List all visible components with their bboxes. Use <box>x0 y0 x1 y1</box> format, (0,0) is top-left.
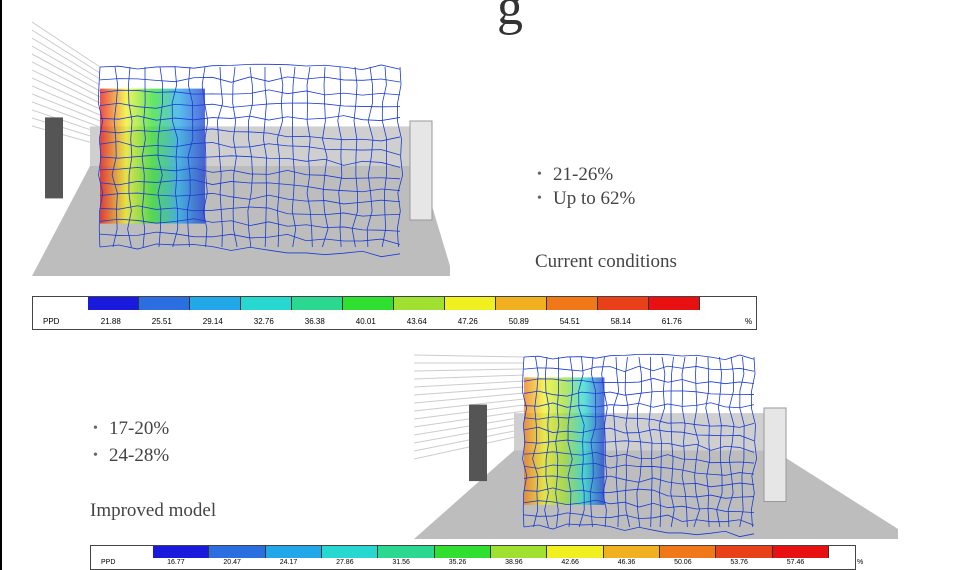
legend-swatch <box>445 297 496 310</box>
legend-value: 43.64 <box>407 317 427 326</box>
legend-unit: % <box>857 559 863 566</box>
legend-swatch <box>266 546 322 558</box>
legend-swatch <box>598 297 649 310</box>
improved-simulation-image <box>414 345 898 539</box>
bullet: 24-28% <box>109 445 169 467</box>
legend-swatch <box>378 546 434 558</box>
legend-swatch <box>716 546 772 558</box>
legend-value: 20.47 <box>223 559 241 566</box>
legend-value: 27.86 <box>336 559 354 566</box>
legend-value: 29.14 <box>203 317 223 326</box>
color-legend: PPD 16.77 20.47 24.17 27.86 31.56 35.26 38.96 42… <box>90 545 856 570</box>
legend-value: 16.77 <box>167 559 185 566</box>
legend-swatch <box>496 297 547 310</box>
legend-value: 42.66 <box>561 559 579 566</box>
legend-unit: % <box>745 317 752 326</box>
legend-value: 54.51 <box>560 317 580 326</box>
legend-value: 50.89 <box>509 317 529 326</box>
legend-swatch <box>649 297 700 310</box>
current-simulation-image <box>32 12 450 276</box>
legend-value: 46.36 <box>618 559 636 566</box>
legend-swatch <box>394 297 445 310</box>
title: g <box>497 0 523 37</box>
legend-swatch <box>139 297 190 310</box>
legend-value: 38.96 <box>505 559 523 566</box>
legend-swatch <box>343 297 394 310</box>
legend-label: PPD <box>101 559 115 566</box>
legend-value: 24.17 <box>280 559 298 566</box>
legend-swatch <box>660 546 716 558</box>
legend-swatch <box>547 546 603 558</box>
legend-value: 25.51 <box>152 317 172 326</box>
legend-value: 32.76 <box>254 317 274 326</box>
legend-swatch <box>547 297 598 310</box>
caption: Improved model <box>90 500 216 522</box>
legend-swatch <box>292 297 343 310</box>
legend-value: 40.01 <box>356 317 376 326</box>
legend-swatch <box>435 546 491 558</box>
legend-value: 57.46 <box>787 559 805 566</box>
legend-value: 35.26 <box>449 559 467 566</box>
legend-swatch <box>190 297 241 310</box>
legend-value: 47.26 <box>458 317 478 326</box>
bullet: 17-20% <box>109 418 169 440</box>
legend-value: 58.14 <box>611 317 631 326</box>
legend-swatch <box>209 546 265 558</box>
perspective-line <box>32 102 100 127</box>
bullet: 21-26% <box>553 164 613 186</box>
perspective-line <box>414 381 524 387</box>
legend-swatch <box>88 297 139 310</box>
column <box>410 121 432 220</box>
legend-value: 36.38 <box>305 317 325 326</box>
legend-swatch <box>241 297 292 310</box>
perspective-line <box>414 355 524 357</box>
legend-swatch <box>604 546 660 558</box>
perspective-line <box>414 387 524 395</box>
window <box>45 117 63 198</box>
legend-value: 31.56 <box>392 559 410 566</box>
column <box>764 408 786 502</box>
legend-value: 50.06 <box>674 559 692 566</box>
perspective-line <box>414 369 524 371</box>
slide: g 21-26% Up to 62% Current conditions PP… <box>0 0 953 570</box>
legend-swatch <box>322 546 378 558</box>
legend-swatch <box>773 546 829 558</box>
perspective-line <box>414 375 524 379</box>
color-legend: PPD 21.88 25.51 29.14 32.76 36.38 40.01 43.64 47… <box>32 296 757 330</box>
legend-swatch <box>491 546 547 558</box>
legend-value: 61.76 <box>662 317 682 326</box>
perspective-line <box>414 393 524 403</box>
bullet: Up to 62% <box>553 188 635 210</box>
legend-value: 21.88 <box>101 317 121 326</box>
legend-swatch <box>153 546 209 558</box>
legend-value: 53.76 <box>730 559 748 566</box>
perspective-line <box>32 78 100 109</box>
caption: Current conditions <box>535 251 677 273</box>
legend-label: PPD <box>43 317 59 326</box>
perspective-line <box>32 86 100 115</box>
window <box>469 405 487 482</box>
